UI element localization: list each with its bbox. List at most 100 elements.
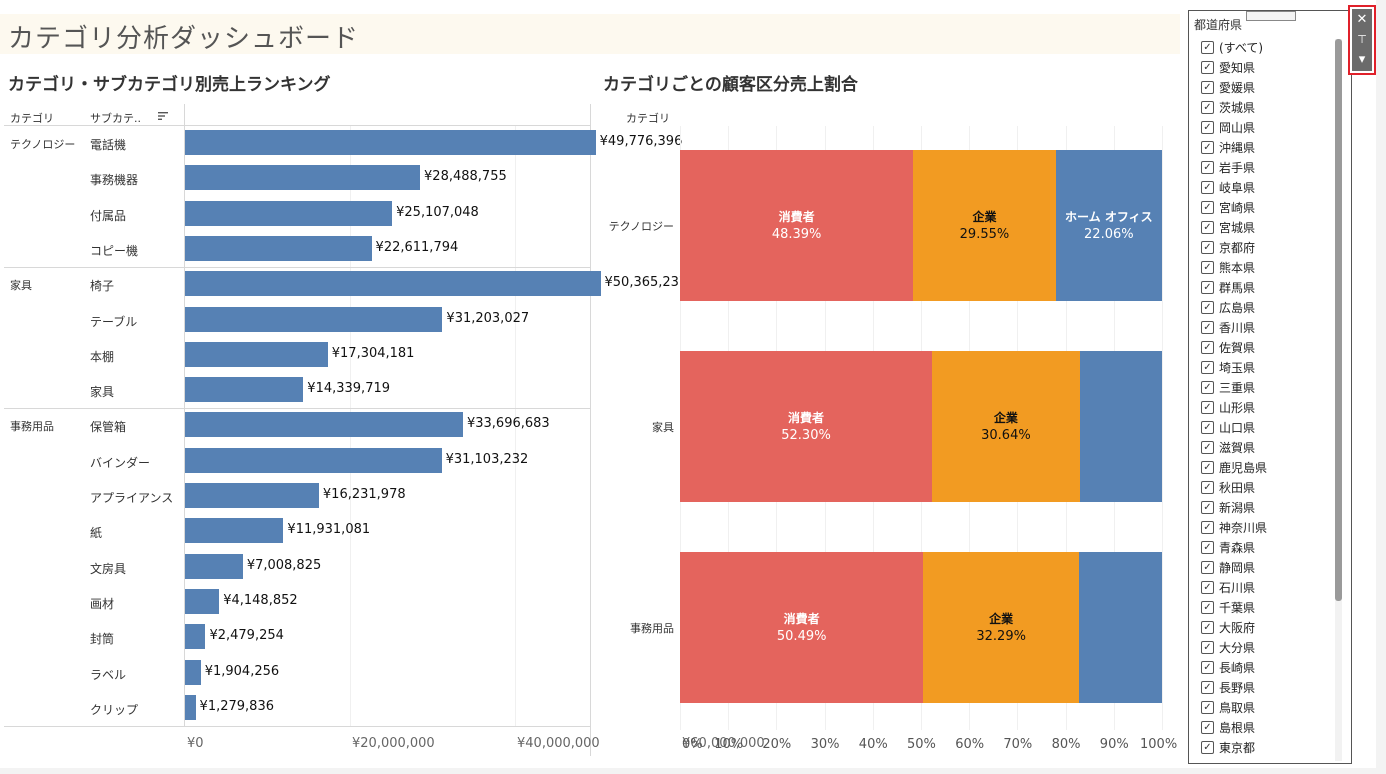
checkbox-checked-icon[interactable]: ✓: [1201, 561, 1214, 574]
share-segment[interactable]: 消費者 48.39%: [680, 150, 914, 301]
prefecture-filter-panel[interactable]: 都道府県 ✓ (すべて) ✓ 愛知県 ✓ 愛媛県 ✓ 茨城県 ✓ 岡山県 ✓ 沖縄県 ✓ 岩手県 ✓ 岐阜県 ✓…: [1188, 10, 1352, 764]
ranking-bar[interactable]: [185, 130, 596, 155]
checkbox-checked-icon[interactable]: ✓: [1201, 581, 1214, 594]
checkbox-checked-icon[interactable]: ✓: [1201, 461, 1214, 474]
filter-item[interactable]: ✓ 岡山県: [1201, 119, 1255, 137]
filter-item[interactable]: ✓ 宮崎県: [1201, 199, 1255, 217]
share-segment[interactable]: 企業 32.29%: [923, 552, 1079, 703]
checkbox-checked-icon[interactable]: ✓: [1201, 101, 1214, 114]
checkbox-checked-icon[interactable]: ✓: [1201, 421, 1214, 434]
filter-item[interactable]: ✓ 新潟県: [1201, 499, 1255, 517]
close-icon[interactable]: ✕: [1356, 12, 1368, 27]
checkbox-checked-icon[interactable]: ✓: [1201, 541, 1214, 554]
filter-item[interactable]: ✓ 大分県: [1201, 639, 1255, 657]
filter-item[interactable]: ✓ 群馬県: [1201, 279, 1255, 297]
filter-item[interactable]: ✓ 宮城県: [1201, 219, 1255, 237]
filter-item[interactable]: ✓ 佐賀県: [1201, 339, 1255, 357]
checkbox-checked-icon[interactable]: ✓: [1201, 141, 1214, 154]
filter-item[interactable]: ✓ 秋田県: [1201, 479, 1255, 497]
share-segment[interactable]: 企業 29.55%: [913, 150, 1056, 301]
filter-item[interactable]: ✓ 鹿児島県: [1201, 459, 1267, 477]
filter-item[interactable]: ✓ 静岡県: [1201, 559, 1255, 577]
filter-item[interactable]: ✓ 三重県: [1201, 379, 1255, 397]
checkbox-checked-icon[interactable]: ✓: [1201, 121, 1214, 134]
filter-item[interactable]: ✓ 千葉県: [1201, 599, 1255, 617]
checkbox-checked-icon[interactable]: ✓: [1201, 661, 1214, 674]
filter-item[interactable]: ✓ 埼玉県: [1201, 359, 1255, 377]
filter-item[interactable]: ✓ 京都府: [1201, 239, 1255, 257]
checkbox-checked-icon[interactable]: ✓: [1201, 441, 1214, 454]
filter-item[interactable]: ✓ 鳥取県: [1201, 699, 1255, 717]
filter-item[interactable]: ✓ (すべて): [1201, 39, 1263, 57]
ranking-bar[interactable]: [185, 483, 319, 508]
ranking-bar[interactable]: [185, 553, 243, 579]
ranking-bar[interactable]: [185, 588, 220, 614]
filter-item[interactable]: ✓ 東京都: [1201, 739, 1255, 757]
checkbox-checked-icon[interactable]: ✓: [1201, 721, 1214, 734]
checkbox-checked-icon[interactable]: ✓: [1201, 261, 1214, 274]
ranking-bar[interactable]: [185, 412, 463, 438]
ranking-bar[interactable]: [185, 306, 443, 332]
filter-scrollbar-thumb[interactable]: [1335, 39, 1342, 601]
checkbox-checked-icon[interactable]: ✓: [1201, 321, 1214, 334]
ranking-bar[interactable]: [185, 694, 196, 720]
ranking-bar[interactable]: [185, 165, 421, 191]
filter-item[interactable]: ✓ 香川県: [1201, 319, 1255, 337]
filter-item[interactable]: ✓ 大阪府: [1201, 619, 1255, 637]
checkbox-checked-icon[interactable]: ✓: [1201, 361, 1214, 374]
filter-item[interactable]: ✓ 岩手県: [1201, 159, 1255, 177]
filter-item[interactable]: ✓ 島根県: [1201, 719, 1255, 737]
checkbox-checked-icon[interactable]: ✓: [1201, 221, 1214, 234]
share-segment[interactable]: [1079, 351, 1162, 502]
ranking-bar[interactable]: [185, 341, 328, 367]
share-segment[interactable]: 消費者 52.30%: [680, 351, 933, 502]
checkbox-checked-icon[interactable]: ✓: [1201, 181, 1214, 194]
checkbox-checked-icon[interactable]: ✓: [1201, 401, 1214, 414]
checkbox-checked-icon[interactable]: ✓: [1201, 61, 1214, 74]
filter-item[interactable]: ✓ 石川県: [1201, 579, 1255, 597]
checkbox-checked-icon[interactable]: ✓: [1201, 381, 1214, 394]
checkbox-checked-icon[interactable]: ✓: [1201, 81, 1214, 94]
share-segment[interactable]: 消費者 50.49%: [680, 552, 924, 703]
checkbox-checked-icon[interactable]: ✓: [1201, 621, 1214, 634]
dropdown-menu-icon[interactable]: ▾: [1358, 52, 1366, 67]
sort-descending-icon[interactable]: [158, 111, 168, 121]
checkbox-checked-icon[interactable]: ✓: [1201, 341, 1214, 354]
ranking-bar[interactable]: [185, 624, 206, 650]
ranking-header-subcategory[interactable]: サブカテ..: [90, 112, 141, 125]
ranking-bar[interactable]: [185, 200, 393, 226]
filter-item[interactable]: ✓ 神奈川県: [1201, 519, 1267, 537]
ranking-bar[interactable]: [185, 659, 201, 685]
checkbox-checked-icon[interactable]: ✓: [1201, 41, 1214, 54]
checkbox-checked-icon[interactable]: ✓: [1201, 701, 1214, 714]
checkbox-checked-icon[interactable]: ✓: [1201, 641, 1214, 654]
ranking-bar[interactable]: [185, 377, 304, 403]
filter-item[interactable]: ✓ 山形県: [1201, 399, 1255, 417]
filter-item[interactable]: ✓ 青森県: [1201, 539, 1255, 557]
pin-icon[interactable]: ⊤: [1357, 33, 1367, 46]
filter-item[interactable]: ✓ 愛知県: [1201, 59, 1255, 77]
filter-item[interactable]: ✓ 広島県: [1201, 299, 1255, 317]
checkbox-checked-icon[interactable]: ✓: [1201, 501, 1214, 514]
filter-item[interactable]: ✓ 滋賀県: [1201, 439, 1255, 457]
share-segment[interactable]: [1078, 552, 1162, 703]
ranking-bar[interactable]: [185, 271, 601, 297]
drag-handle[interactable]: [1246, 11, 1296, 21]
share-segment[interactable]: 企業 30.64%: [932, 351, 1080, 502]
checkbox-checked-icon[interactable]: ✓: [1201, 741, 1214, 754]
checkbox-checked-icon[interactable]: ✓: [1201, 681, 1214, 694]
filter-item[interactable]: ✓ 沖縄県: [1201, 139, 1255, 157]
filter-item[interactable]: ✓ 長野県: [1201, 679, 1255, 697]
ranking-bar[interactable]: [185, 447, 442, 473]
checkbox-checked-icon[interactable]: ✓: [1201, 161, 1214, 174]
checkbox-checked-icon[interactable]: ✓: [1201, 281, 1214, 294]
checkbox-checked-icon[interactable]: ✓: [1201, 481, 1214, 494]
checkbox-checked-icon[interactable]: ✓: [1201, 521, 1214, 534]
filter-item[interactable]: ✓ 岐阜県: [1201, 179, 1255, 197]
ranking-bar[interactable]: [185, 518, 284, 544]
filter-item[interactable]: ✓ 山口県: [1201, 419, 1255, 437]
filter-item[interactable]: ✓ 熊本県: [1201, 259, 1255, 277]
filter-item[interactable]: ✓ 長崎県: [1201, 659, 1255, 677]
filter-item[interactable]: ✓ 愛媛県: [1201, 79, 1255, 97]
checkbox-checked-icon[interactable]: ✓: [1201, 301, 1214, 314]
